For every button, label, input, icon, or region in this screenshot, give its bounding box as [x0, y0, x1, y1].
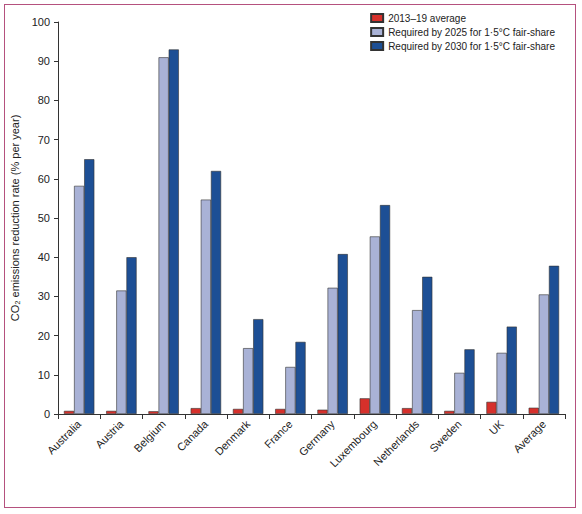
svg-text:Netherlands: Netherlands — [371, 417, 422, 468]
svg-text:Australia: Australia — [45, 417, 84, 456]
svg-text:2013–19 average: 2013–19 average — [388, 13, 466, 24]
svg-text:Denmark: Denmark — [212, 417, 252, 457]
svg-text:70: 70 — [38, 134, 50, 146]
svg-text:Canada: Canada — [174, 417, 210, 453]
svg-text:0: 0 — [44, 408, 50, 420]
svg-text:60: 60 — [38, 173, 50, 185]
svg-text:90: 90 — [38, 55, 50, 67]
svg-text:Germany: Germany — [296, 417, 337, 458]
svg-text:50: 50 — [38, 212, 50, 224]
svg-text:80: 80 — [38, 94, 50, 106]
svg-text:10: 10 — [38, 369, 50, 381]
svg-text:CO₂ emissions reduction rate (: CO₂ emissions reduction rate (% per year… — [9, 115, 21, 322]
svg-text:Austria: Austria — [93, 417, 126, 450]
svg-text:Sweden: Sweden — [427, 418, 464, 455]
svg-text:France: France — [262, 418, 295, 451]
svg-text:20: 20 — [38, 330, 50, 342]
svg-text:Average: Average — [511, 418, 548, 455]
svg-text:Required by 2030 for 1·5°C fai: Required by 2030 for 1·5°C fair-share — [388, 41, 555, 52]
svg-text:Required by 2025 for 1·5°C fai: Required by 2025 for 1·5°C fair-share — [388, 27, 555, 38]
svg-text:100: 100 — [32, 16, 50, 28]
svg-text:UK: UK — [487, 417, 507, 437]
svg-text:Luxembourg: Luxembourg — [327, 418, 379, 470]
svg-text:Belgium: Belgium — [131, 418, 168, 455]
svg-text:40: 40 — [38, 251, 50, 263]
svg-text:30: 30 — [38, 290, 50, 302]
